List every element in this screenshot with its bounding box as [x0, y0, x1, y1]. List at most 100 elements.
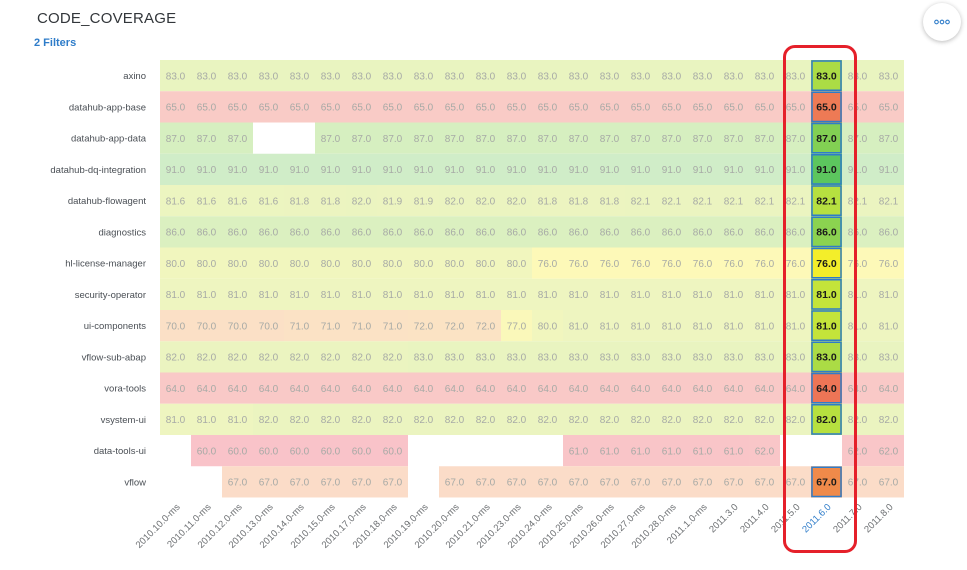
heatmap-cell[interactable]	[160, 185, 191, 217]
heatmap-cell[interactable]	[501, 60, 532, 92]
heatmap-cell[interactable]	[594, 403, 625, 435]
heatmap-cell[interactable]	[687, 216, 718, 248]
heatmap-cell[interactable]	[315, 185, 346, 217]
heatmap-cell[interactable]	[315, 372, 346, 404]
heatmap-cell[interactable]	[501, 247, 532, 279]
heatmap-cell[interactable]	[873, 91, 904, 123]
heatmap-cell[interactable]	[501, 466, 532, 498]
heatmap-cell[interactable]	[656, 341, 687, 373]
heatmap-cell[interactable]	[377, 185, 408, 217]
heatmap-cell[interactable]	[253, 372, 284, 404]
heatmap-cell[interactable]	[625, 153, 656, 185]
heatmap-cell[interactable]	[408, 91, 439, 123]
heatmap-cell[interactable]	[532, 60, 563, 92]
heatmap-cell[interactable]	[563, 216, 594, 248]
heatmap-cell[interactable]	[284, 216, 315, 248]
heatmap-cell[interactable]	[253, 247, 284, 279]
heatmap-cell[interactable]	[873, 185, 904, 217]
heatmap-cell[interactable]	[160, 403, 191, 435]
heatmap-cell[interactable]	[563, 341, 594, 373]
heatmap-cell[interactable]	[346, 341, 377, 373]
filters-link[interactable]: 2 Filters	[34, 37, 77, 49]
heatmap-cell[interactable]	[315, 91, 346, 123]
heatmap-cell[interactable]	[377, 153, 408, 185]
heatmap-cell[interactable]	[873, 153, 904, 185]
heatmap-cell[interactable]	[687, 185, 718, 217]
heatmap-cell[interactable]	[191, 435, 222, 467]
heatmap-cell[interactable]	[253, 60, 284, 92]
selected-heatmap-cell[interactable]	[811, 278, 842, 310]
heatmap-cell[interactable]	[749, 216, 780, 248]
heatmap-cell[interactable]	[222, 372, 253, 404]
heatmap-cell[interactable]	[625, 60, 656, 92]
heatmap-cell[interactable]	[749, 435, 780, 467]
heatmap-cell[interactable]	[594, 372, 625, 404]
heatmap-cell[interactable]	[656, 310, 687, 342]
heatmap-cell[interactable]	[718, 435, 749, 467]
heatmap-cell[interactable]	[501, 341, 532, 373]
heatmap-cell[interactable]	[191, 310, 222, 342]
heatmap-cell[interactable]	[160, 216, 191, 248]
heatmap-cell[interactable]	[625, 435, 656, 467]
heatmap-cell[interactable]	[253, 216, 284, 248]
selected-heatmap-cell[interactable]	[811, 216, 842, 248]
heatmap-cell[interactable]	[439, 372, 470, 404]
heatmap-cell[interactable]	[191, 122, 222, 154]
heatmap-cell[interactable]	[439, 216, 470, 248]
heatmap-cell[interactable]	[563, 403, 594, 435]
heatmap-cell[interactable]	[842, 185, 873, 217]
heatmap-cell[interactable]	[501, 403, 532, 435]
heatmap-cell[interactable]	[749, 278, 780, 310]
heatmap-cell[interactable]	[346, 60, 377, 92]
heatmap-cell[interactable]	[687, 403, 718, 435]
heatmap-cell[interactable]	[842, 91, 873, 123]
selected-heatmap-cell[interactable]	[811, 403, 842, 435]
heatmap-cell[interactable]	[191, 372, 222, 404]
heatmap-cell[interactable]	[439, 466, 470, 498]
heatmap-cell[interactable]	[501, 372, 532, 404]
heatmap-cell[interactable]	[842, 466, 873, 498]
heatmap-cell[interactable]	[222, 435, 253, 467]
heatmap-cell[interactable]	[439, 403, 470, 435]
heatmap-cell[interactable]	[191, 247, 222, 279]
heatmap-cell[interactable]	[842, 310, 873, 342]
heatmap-cell[interactable]	[284, 403, 315, 435]
more-options-button[interactable]	[923, 3, 961, 41]
heatmap-cell[interactable]	[749, 122, 780, 154]
heatmap-cell[interactable]	[253, 310, 284, 342]
heatmap-cell[interactable]	[842, 278, 873, 310]
heatmap-cell[interactable]	[377, 372, 408, 404]
heatmap-cell[interactable]	[470, 278, 501, 310]
heatmap-cell[interactable]	[470, 247, 501, 279]
heatmap-cell[interactable]	[625, 310, 656, 342]
heatmap-cell[interactable]	[532, 278, 563, 310]
heatmap-cell[interactable]	[842, 372, 873, 404]
heatmap-cell[interactable]	[873, 435, 904, 467]
heatmap-cell[interactable]	[501, 91, 532, 123]
heatmap-cell[interactable]	[842, 403, 873, 435]
heatmap-cell[interactable]	[377, 60, 408, 92]
heatmap-cell[interactable]	[191, 185, 222, 217]
selected-heatmap-cell[interactable]	[811, 153, 842, 185]
heatmap-cell[interactable]	[563, 60, 594, 92]
heatmap-cell[interactable]	[594, 60, 625, 92]
heatmap-cell[interactable]	[470, 372, 501, 404]
heatmap-cell[interactable]	[842, 435, 873, 467]
heatmap-cell[interactable]	[842, 247, 873, 279]
heatmap-cell[interactable]	[749, 403, 780, 435]
heatmap-cell[interactable]	[470, 341, 501, 373]
column-label[interactable]: 2011.6.0	[800, 502, 833, 535]
selected-heatmap-cell[interactable]	[811, 122, 842, 154]
heatmap-cell[interactable]	[842, 153, 873, 185]
heatmap-cell[interactable]	[687, 341, 718, 373]
heatmap-cell[interactable]	[532, 403, 563, 435]
heatmap-cell[interactable]	[594, 153, 625, 185]
heatmap-cell[interactable]	[377, 310, 408, 342]
heatmap-cell[interactable]	[501, 310, 532, 342]
heatmap-cell[interactable]	[377, 216, 408, 248]
heatmap-cell[interactable]	[284, 60, 315, 92]
heatmap-cell[interactable]	[470, 310, 501, 342]
heatmap-cell[interactable]	[873, 122, 904, 154]
heatmap-cell[interactable]	[284, 372, 315, 404]
heatmap-cell[interactable]	[501, 216, 532, 248]
